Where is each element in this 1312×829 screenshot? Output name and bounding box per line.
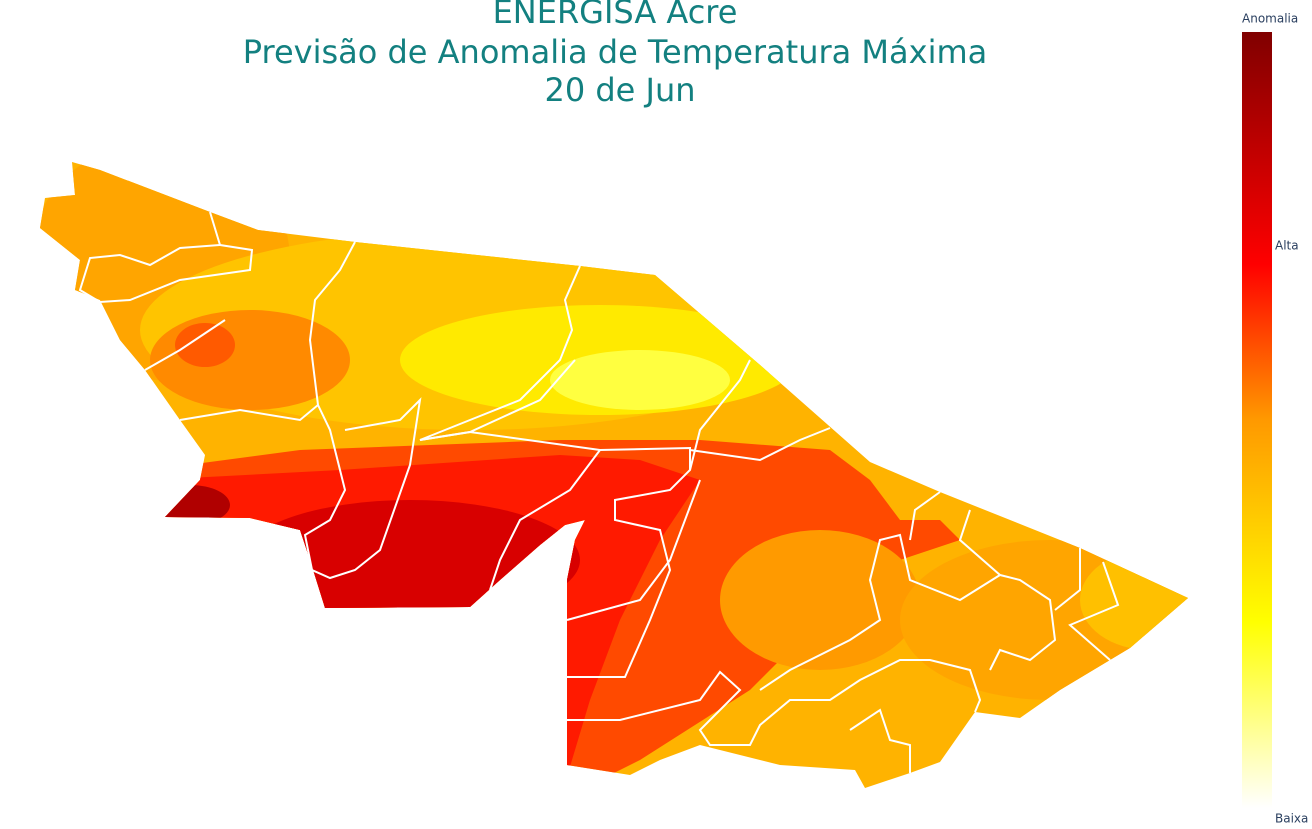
colorbar-label: Alta: [1275, 239, 1299, 253]
title-line: Previsão de Anomalia de Temperatura Máxi…: [243, 33, 988, 71]
colorbar: [1242, 32, 1272, 808]
title-line: ENERGISA Acre: [493, 0, 738, 31]
map-fill: [40, 162, 1188, 788]
municipal-borders: [78, 211, 1120, 773]
colorbar-title: Anomalia: [1242, 12, 1298, 26]
title-line: 20 de Jun: [544, 71, 695, 109]
colorbar-label: Baixa: [1275, 812, 1308, 826]
